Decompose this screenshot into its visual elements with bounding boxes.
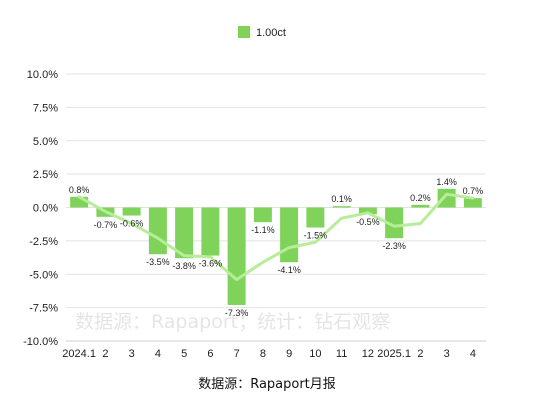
bar bbox=[253, 207, 272, 223]
bar bbox=[227, 207, 246, 305]
data-label: -7.3% bbox=[225, 308, 249, 318]
y-tick-label: 7.5% bbox=[33, 102, 58, 114]
x-axis-tick-labels: 2024.1 2 3 4 5 6 7 8 9 10 11 12 2025.1 2 3 4 bbox=[62, 348, 476, 360]
data-label: -1.1% bbox=[251, 225, 275, 235]
source-note: 数据源：Rapaport月报 bbox=[198, 377, 336, 392]
data-label: -0.5% bbox=[356, 217, 380, 227]
x-tick-label: 2025.1 bbox=[377, 348, 411, 360]
y-tick-label: -10.0% bbox=[23, 336, 58, 348]
legend-label: 1.00ct bbox=[256, 27, 286, 39]
x-tick-label: 4 bbox=[470, 348, 476, 360]
y-tick-label: 10.0% bbox=[27, 69, 58, 81]
bar bbox=[358, 207, 377, 215]
data-label: -0.7% bbox=[94, 220, 118, 230]
bar bbox=[411, 204, 430, 208]
bar bbox=[437, 188, 456, 208]
data-label: -2.3% bbox=[382, 241, 406, 251]
y-tick-label: -7.5% bbox=[29, 303, 58, 315]
x-tick-label: 2 bbox=[102, 348, 108, 360]
data-label: -0.6% bbox=[120, 219, 144, 229]
x-tick-label: 5 bbox=[181, 348, 187, 360]
bar bbox=[70, 196, 89, 208]
bar bbox=[201, 207, 220, 256]
gridlines bbox=[66, 73, 486, 309]
bar bbox=[280, 207, 299, 263]
x-tick-label: 8 bbox=[260, 348, 266, 360]
bar bbox=[175, 207, 194, 259]
data-label: 0.7% bbox=[463, 186, 484, 196]
y-axis-tick-labels: 10.0% 7.5% 5.0% 2.5% 0.0% -2.5% -5.0% -7.5% -10.… bbox=[23, 69, 58, 348]
data-label: 1.4% bbox=[436, 177, 457, 187]
bars bbox=[70, 188, 482, 305]
x-tick-label: 9 bbox=[286, 348, 292, 360]
bar bbox=[332, 206, 351, 208]
y-tick-label: 5.0% bbox=[33, 136, 58, 148]
data-label: 0.2% bbox=[410, 193, 431, 203]
y-tick-label: -2.5% bbox=[29, 236, 58, 248]
bar bbox=[306, 207, 325, 228]
x-tick-label: 6 bbox=[207, 348, 213, 360]
data-label: 0.8% bbox=[69, 185, 90, 195]
x-tick-label: 10 bbox=[309, 348, 321, 360]
data-label: -4.1% bbox=[277, 265, 301, 275]
x-tick-label: 4 bbox=[155, 348, 161, 360]
x-tick-label: 7 bbox=[234, 348, 240, 360]
y-tick-label: 2.5% bbox=[33, 169, 58, 181]
data-label: -3.5% bbox=[146, 257, 170, 267]
data-label: -3.6% bbox=[199, 259, 223, 269]
y-tick-label: 0.0% bbox=[33, 203, 58, 215]
data-label: -1.5% bbox=[304, 231, 328, 241]
legend-swatch bbox=[238, 26, 250, 38]
x-tick-label: 2024.1 bbox=[62, 348, 96, 360]
x-tick-label: 12 bbox=[362, 348, 374, 360]
data-labels: 0.8% -0.7% -0.6% -3.5% -3.8% -3.6% -7.3% -1.1% -… bbox=[69, 177, 483, 318]
data-label: 0.1% bbox=[331, 194, 352, 204]
data-label: -3.8% bbox=[172, 261, 196, 271]
bar bbox=[122, 207, 141, 216]
x-tick-label: 3 bbox=[444, 348, 450, 360]
watermark: 数据源：Rapaport；统计：钻石观察 bbox=[75, 311, 390, 333]
bar bbox=[148, 207, 167, 255]
bar bbox=[385, 207, 404, 239]
x-tick-label: 11 bbox=[336, 348, 347, 360]
y-tick-label: -5.0% bbox=[29, 269, 58, 281]
bar bbox=[463, 198, 482, 208]
trend-line bbox=[77, 192, 475, 282]
x-tick-label: 2 bbox=[417, 348, 423, 360]
x-tick-label: 3 bbox=[129, 348, 135, 360]
legend: 1.00ct bbox=[238, 26, 286, 39]
